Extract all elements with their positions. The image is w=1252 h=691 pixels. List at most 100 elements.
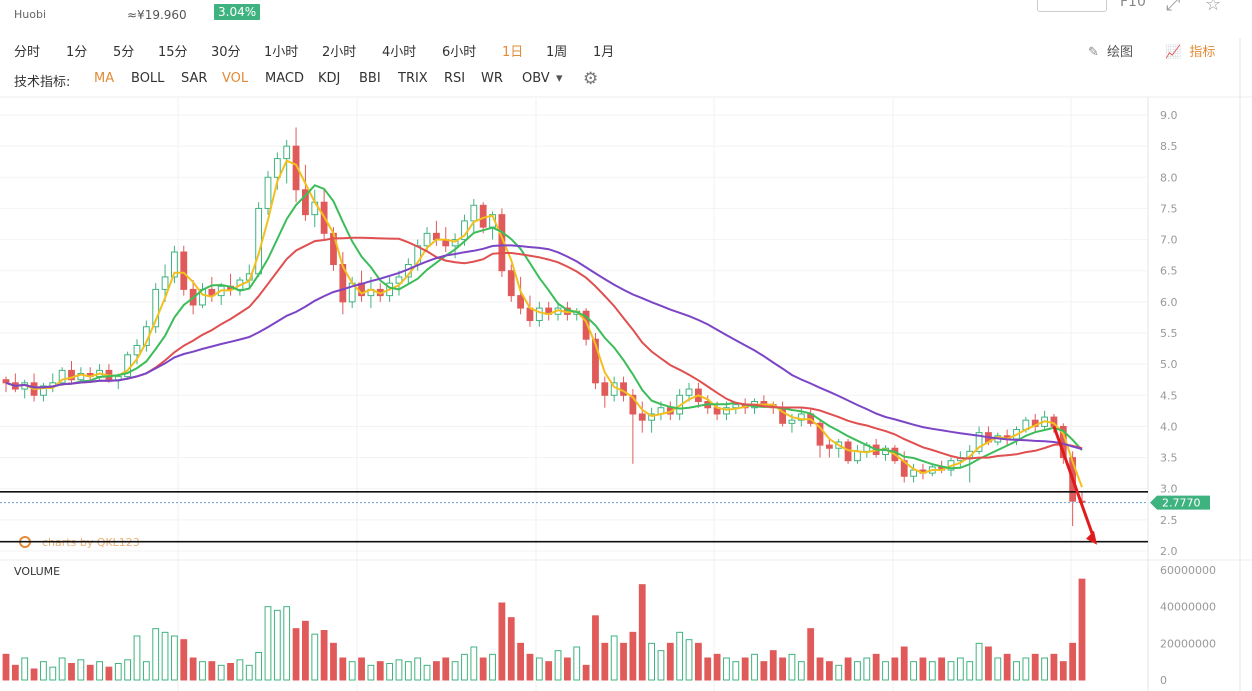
price-tick-label: 7.5 (1160, 202, 1178, 215)
header-button[interactable] (1037, 0, 1107, 12)
candle-body (648, 413, 656, 421)
volume-bar (227, 663, 234, 681)
tab-period-2[interactable]: 5分 (113, 45, 135, 60)
indicator-rsi[interactable]: RSI (444, 71, 466, 86)
volume-bar (489, 653, 496, 681)
volume-bar (171, 635, 178, 681)
candle-body (470, 204, 478, 222)
volume-bar (208, 661, 216, 681)
tab-period-1[interactable]: 1分 (66, 45, 88, 60)
watermark: charts by QKL123 (42, 536, 140, 549)
indicator-kdj[interactable]: KDJ (318, 71, 341, 86)
price-tick-label: 4.5 (1160, 389, 1178, 402)
volume-bar (573, 646, 581, 681)
candle-body (292, 145, 300, 191)
volume-bar (114, 663, 122, 681)
volume-bar (1031, 653, 1039, 681)
price-tick-label: 5.0 (1160, 358, 1178, 371)
price-tick-label: 8.5 (1160, 140, 1178, 153)
price-tick-label: 5.5 (1160, 327, 1178, 340)
volume-bar (423, 664, 431, 681)
candle-body (133, 344, 141, 356)
volume-bar (161, 631, 169, 681)
star-icon[interactable]: ☆ (1205, 0, 1222, 15)
price-tick-label: 9.0 (1160, 109, 1178, 122)
candle-body (161, 276, 169, 290)
indicator-tool[interactable]: 📈 指标 (1165, 41, 1215, 60)
volume-bar (1003, 653, 1011, 681)
volume-bar (825, 661, 833, 681)
volume-bar (629, 631, 637, 681)
volume-bar (854, 661, 861, 681)
arrow-head (1086, 530, 1097, 545)
volume-bar (451, 661, 459, 681)
tab-period-11[interactable]: 1月 (593, 45, 615, 60)
candle-body (283, 145, 291, 160)
candle-body (40, 385, 47, 396)
volume-bar (985, 646, 992, 681)
gear-icon[interactable]: ⚙ (583, 69, 599, 89)
volume-bar (947, 661, 955, 681)
volume-bar (1059, 661, 1067, 681)
exchange-name: Huobi (14, 8, 47, 21)
volume-bar (760, 661, 768, 681)
volume-bar (657, 650, 665, 681)
tab-period-6[interactable]: 2小时 (322, 45, 357, 60)
chart-line-icon: 📈 (1165, 45, 1182, 60)
volume-bar (713, 653, 721, 681)
tab-period-3[interactable]: 15分 (158, 45, 188, 60)
price-cny: ≈¥19.960 (127, 8, 187, 22)
price-tick-label: 8.0 (1160, 171, 1178, 184)
indicator-boll[interactable]: BOLL (131, 71, 165, 86)
tab-period-5[interactable]: 1小时 (264, 45, 299, 60)
volume-tick-label: 0 (1160, 674, 1167, 687)
tab-period-7[interactable]: 4小时 (382, 45, 417, 60)
volume-bar (666, 642, 674, 681)
indicator-obv[interactable]: OBV (522, 71, 550, 86)
candle-body (535, 307, 543, 322)
chevron-down-icon[interactable]: ▾ (556, 71, 563, 86)
tab-period-10[interactable]: 1周 (546, 45, 568, 60)
indicator-wr[interactable]: WR (481, 71, 503, 86)
volume-bar (507, 617, 515, 681)
tab-period-9[interactable]: 1日 (502, 45, 524, 60)
volume-bar (386, 663, 394, 681)
volume-bar (152, 628, 160, 681)
price-tick-label: 3.0 (1160, 483, 1178, 496)
volume-bar (283, 606, 291, 681)
volume-bar (769, 650, 777, 681)
f10-button[interactable]: F10 (1120, 0, 1146, 10)
volume-bar (535, 657, 543, 681)
indicator-macd[interactable]: MACD (265, 71, 304, 86)
draw-tool[interactable]: ✎ 绘图 (1088, 41, 1133, 60)
period-tabs: 分时 1分 5分 15分 30分 1小时 2小时 4小时 6小时 1日 1周 1月 (0, 38, 1252, 60)
tab-period-8[interactable]: 6小时 (442, 45, 477, 60)
volume-bar (414, 657, 422, 681)
expand-icon[interactable]: ⤢ (1166, 0, 1181, 15)
volume-bar (517, 642, 525, 681)
volume-bar (704, 657, 712, 681)
price-tick-label: 2.0 (1160, 545, 1178, 558)
volume-bar (292, 628, 300, 681)
tab-period-0[interactable]: 分时 (14, 45, 41, 60)
volume-bar (77, 659, 85, 681)
volume-bar (1022, 657, 1030, 681)
volume-bar (563, 657, 571, 681)
indicator-sar[interactable]: SAR (181, 71, 208, 86)
volume-bar (273, 609, 281, 681)
arrow-annotation (1052, 425, 1096, 540)
indicator-trix[interactable]: TRIX (398, 71, 428, 86)
candle-body (171, 251, 178, 278)
volume-bar (1078, 578, 1086, 681)
volume-bar (882, 661, 889, 681)
indicator-vol[interactable]: VOL (222, 71, 249, 86)
volume-bar (919, 657, 927, 681)
indicator-bbi[interactable]: BBI (359, 71, 381, 86)
volume-bar (554, 650, 562, 681)
volume-bar (582, 664, 590, 681)
tab-period-4[interactable]: 30分 (211, 45, 241, 60)
price-tick-label: 4.0 (1160, 420, 1178, 433)
volume-tick-label: 20000000 (1160, 637, 1216, 650)
indicator-ma[interactable]: MA (94, 71, 115, 86)
